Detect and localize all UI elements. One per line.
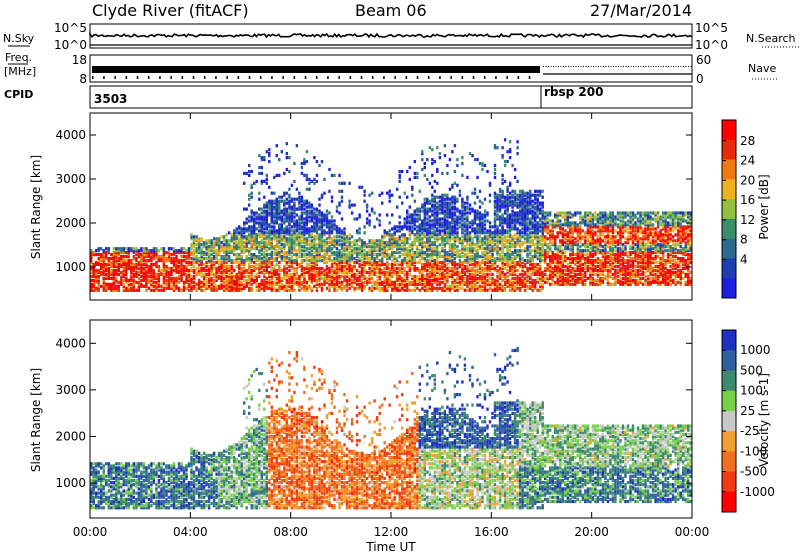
date-title: 27/Mar/2014 (590, 1, 692, 20)
freq-tick-bottom: 8 (79, 72, 87, 86)
nsearch-label: N.Search (746, 32, 796, 45)
xtick-label: 00:00 (675, 525, 710, 539)
colorbar-tick: -500 (740, 465, 767, 479)
colorbar-tick: -100 (740, 444, 767, 458)
colorbar-tick: 20 (740, 173, 755, 187)
colorbar-tick: 12 (740, 213, 755, 227)
velocity-colorbar-label: Velocity [m s-1] (757, 373, 771, 467)
ytick-label: 1000 (55, 476, 86, 490)
ytick-label: 2000 (55, 216, 86, 230)
ytick-label: 4000 (55, 128, 86, 142)
nave-tick-top: 60 (696, 53, 711, 67)
freq-tick-top: 18 (72, 53, 87, 67)
colorbar-tick: 1000 (740, 343, 771, 357)
colorbar-tick: -25 (740, 424, 760, 438)
power-colorbar: 28 24 20 16 12 8 4 (721, 119, 755, 299)
beam-title: Beam 06 (355, 1, 427, 20)
colorbar-tick: 500 (740, 363, 763, 377)
nsky-trace (89, 31, 693, 46)
cpid-segment-2: rbsp 200 (544, 85, 603, 99)
freq-panel (89, 54, 693, 83)
colorbar-tick: -1000 (740, 485, 775, 499)
colorbar-tick: 100 (740, 384, 763, 398)
xaxis-label: Time UT (365, 540, 416, 554)
colorbar-tick: 28 (740, 134, 755, 148)
nsearch-tick-top: 10^5 (695, 21, 728, 35)
velocity-ylabel: Slant Range [km] (29, 368, 43, 472)
colorbar-tick: 4 (740, 252, 748, 266)
power-ylabel: Slant Range [km] (29, 155, 43, 259)
freq-trace (92, 66, 692, 79)
colorbar-tick: 8 (740, 233, 748, 247)
station-title: Clyde River (fitACF) (92, 1, 249, 20)
colorbar-tick: 24 (740, 154, 755, 168)
ytick-label: 3000 (55, 172, 86, 186)
xtick-label: 08:00 (273, 525, 308, 539)
xtick-label: 12:00 (374, 525, 409, 539)
power-colorbar-label: Power [dB] (757, 174, 771, 239)
velocity-colorbar: 1000 500 100 25 -25 -100 -500 -1000 (721, 329, 775, 513)
ytick-label: 2000 (55, 429, 86, 443)
nsky-label: N.Sky (3, 32, 35, 45)
power-heatmap (90, 138, 692, 292)
nave-tick-bottom: 0 (696, 72, 704, 86)
cpid-segment-1: 3503 (94, 92, 127, 106)
cpid-panel (89, 85, 693, 109)
ytick-label: 3000 (55, 383, 86, 397)
velocity-heatmap (90, 346, 692, 510)
xtick-label: 20:00 (574, 525, 609, 539)
cpid-label: CPID (4, 88, 33, 101)
colorbar-tick: 25 (740, 404, 755, 418)
nsky-tick-bottom: 10^0 (54, 38, 87, 52)
colorbar-tick: 16 (740, 193, 755, 207)
freq-label: Freq. (5, 51, 32, 64)
xtick-label: 16:00 (474, 525, 509, 539)
nsky-tick-top: 10^5 (54, 21, 87, 35)
xtick-label: 00:00 (73, 525, 108, 539)
ytick-label: 4000 (55, 336, 86, 350)
ytick-label: 1000 (55, 260, 86, 274)
nsearch-tick-bottom: 10^0 (695, 38, 728, 52)
nave-label: Nave (748, 62, 776, 75)
xtick-label: 04:00 (173, 525, 208, 539)
freq-unit-label: [MHz] (4, 65, 36, 78)
